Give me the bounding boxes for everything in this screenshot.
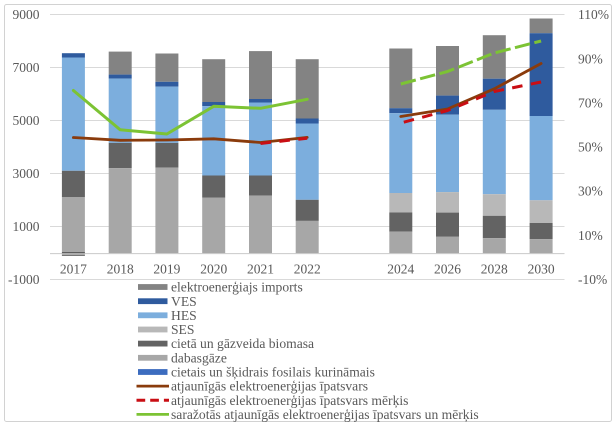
svg-text:110%: 110% xyxy=(578,7,609,22)
svg-text:90%: 90% xyxy=(578,51,603,66)
svg-text:atjaunīgās elektroenerģijas īp: atjaunīgās elektroenerģijas īpatsvars mē… xyxy=(171,393,408,409)
svg-text:elektroenerģiajs imports: elektroenerģiajs imports xyxy=(171,280,303,295)
svg-text:50%: 50% xyxy=(578,140,603,155)
svg-text:5000: 5000 xyxy=(13,113,40,128)
svg-text:70%: 70% xyxy=(578,95,603,110)
svg-text:saražotās atjaunīgās elektroen: saražotās atjaunīgās elektroenerģijas īp… xyxy=(171,407,479,423)
svg-text:3000: 3000 xyxy=(13,166,40,181)
svg-text:2028: 2028 xyxy=(481,262,508,277)
svg-text:atjaunīgās elektroenerģijas īp: atjaunīgās elektroenerģijas īpatsvars xyxy=(171,379,368,394)
svg-text:9000: 9000 xyxy=(13,7,40,22)
svg-text:2022: 2022 xyxy=(294,262,321,277)
svg-text:2020: 2020 xyxy=(200,262,227,277)
svg-text:7000: 7000 xyxy=(13,60,40,75)
svg-text:2018: 2018 xyxy=(107,262,134,277)
svg-text:2019: 2019 xyxy=(153,262,180,277)
svg-text:cietais un šķidrais fosilais k: cietais un šķidrais fosilais kurināmais xyxy=(171,365,375,381)
svg-text:2024: 2024 xyxy=(387,262,414,277)
svg-text:10%: 10% xyxy=(578,228,603,243)
svg-text:dabasgāze: dabasgāze xyxy=(171,350,227,365)
svg-text:cietā un gāzveida biomasa: cietā un gāzveida biomasa xyxy=(171,336,314,351)
svg-text:2026: 2026 xyxy=(434,262,461,277)
svg-text:-1000: -1000 xyxy=(8,272,40,287)
svg-text:-10%: -10% xyxy=(578,272,607,287)
svg-text:1000: 1000 xyxy=(13,219,40,234)
svg-text:HES: HES xyxy=(171,308,197,323)
svg-text:VES: VES xyxy=(171,294,197,309)
svg-text:SES: SES xyxy=(171,322,194,337)
svg-text:2017: 2017 xyxy=(60,262,87,277)
svg-text:30%: 30% xyxy=(578,184,603,199)
svg-text:2021: 2021 xyxy=(247,262,274,277)
svg-text:2030: 2030 xyxy=(528,262,555,277)
